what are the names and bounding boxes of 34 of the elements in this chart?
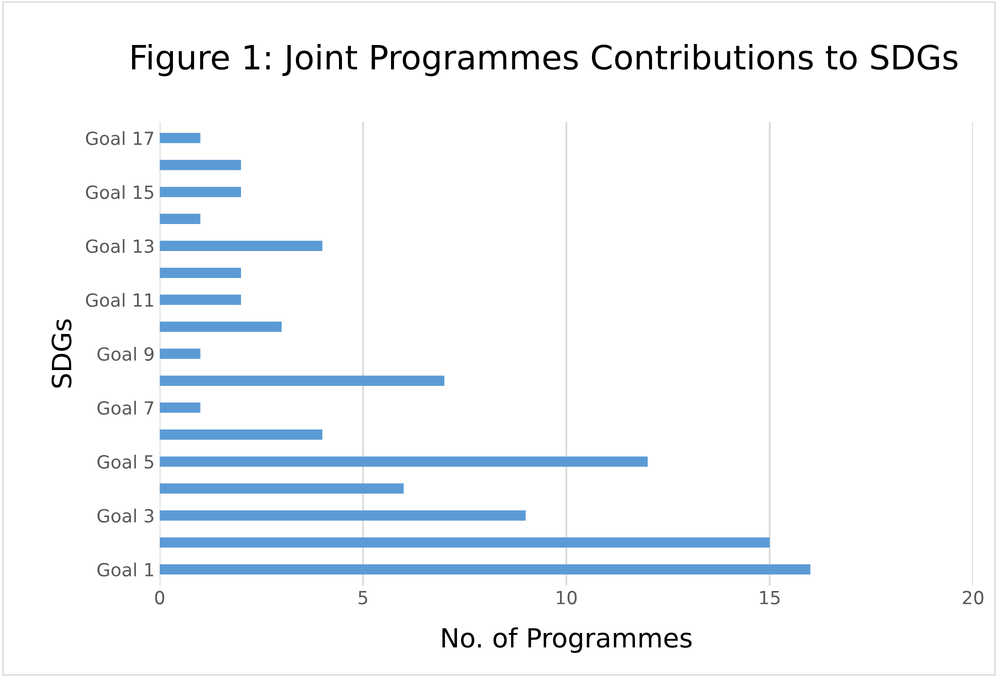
y-axis-title: SDGs bbox=[52, 319, 72, 388]
bar bbox=[160, 160, 242, 170]
bar bbox=[160, 348, 200, 359]
bar bbox=[160, 429, 322, 440]
y-tick-label: Goal 5 bbox=[97, 454, 154, 469]
chart-title: Figure 1: Joint Programmes Contributions to SDGs bbox=[132, 44, 958, 76]
y-tick-label: Goal 13 bbox=[86, 239, 154, 253]
bar bbox=[160, 268, 242, 278]
x-axis-title: No. of Programmes bbox=[442, 627, 692, 653]
y-tick-label: Goal 11 bbox=[86, 292, 154, 307]
bar bbox=[160, 132, 200, 144]
y-tick-label: Goal 1 bbox=[97, 562, 154, 577]
y-tick-label: Goal 9 bbox=[97, 346, 154, 361]
bar bbox=[160, 510, 526, 521]
x-tick-label: 0 bbox=[155, 590, 164, 604]
bar bbox=[160, 564, 810, 575]
y-tick-label: Goal 17 bbox=[86, 131, 154, 146]
x-tick-label: 5 bbox=[358, 591, 368, 604]
bar bbox=[160, 214, 200, 224]
bar bbox=[160, 294, 242, 305]
bar bbox=[160, 537, 770, 548]
x-tick-label: 10 bbox=[556, 590, 577, 604]
y-tick-label: Goal 15 bbox=[86, 185, 154, 200]
bar bbox=[160, 186, 242, 198]
bar bbox=[160, 402, 200, 413]
bar bbox=[160, 240, 322, 252]
y-tick-label: Goal 7 bbox=[97, 400, 154, 415]
bar bbox=[160, 483, 404, 494]
y-tick-label: Goal 3 bbox=[97, 508, 154, 523]
bar bbox=[160, 322, 282, 332]
x-tick-label: 15 bbox=[760, 591, 780, 604]
x-tick-label: 20 bbox=[962, 590, 984, 604]
bar bbox=[160, 456, 648, 467]
bar bbox=[160, 376, 444, 386]
